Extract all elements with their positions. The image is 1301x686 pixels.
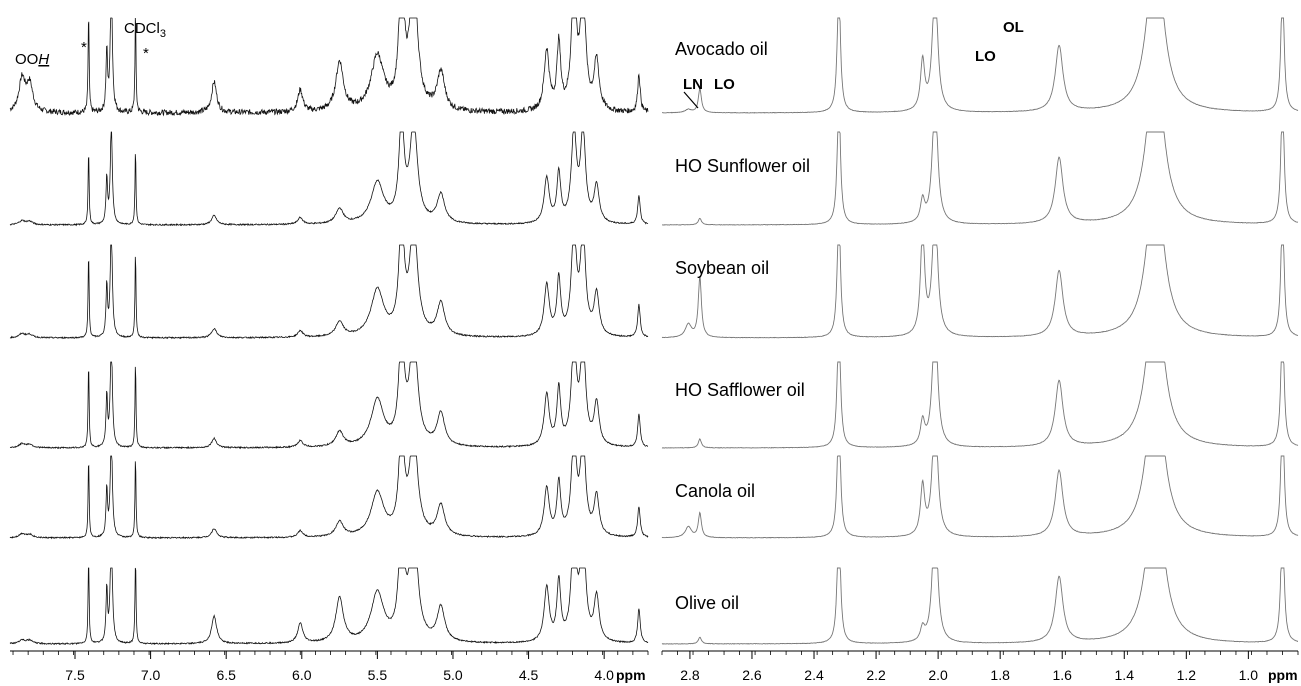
oil-label-ho-sunflower: HO Sunflower oil <box>675 156 810 176</box>
right-x-axis-label: ppm <box>1268 667 1298 683</box>
right-spectrum-trace <box>662 17 1299 114</box>
x-axis-tick-label: 2.8 <box>680 667 700 683</box>
annotation-ooh: OOH <box>15 51 49 68</box>
annotation-ooh-prefix: OO <box>15 51 38 68</box>
annotation-ln: LN <box>683 76 703 93</box>
left-x-axis-ticks: 7.5 7.0 6.5 6.0 5.5 5.0 4.5 4.0 <box>12 651 649 683</box>
x-axis-tick-label: 2.6 <box>742 667 762 683</box>
x-axis-tick-label: 7.0 <box>141 667 161 683</box>
annotation-ooh-h: H <box>38 51 49 68</box>
x-axis-tick-label: 2.2 <box>866 667 886 683</box>
left-spectrum-trace <box>9 567 649 646</box>
right-spectrum-trace <box>661 244 1299 339</box>
left-spectrum-trace <box>9 455 649 540</box>
oil-label-avocado: Avocado oil <box>675 39 768 59</box>
x-axis-tick-label: 1.2 <box>1177 667 1197 683</box>
x-axis-tick-label: 1.6 <box>1052 667 1072 683</box>
left-spectrum-trace <box>9 244 649 340</box>
left-spectrum-trace <box>9 131 649 227</box>
right-spectrum-trace <box>662 131 1299 226</box>
annotation-ol: OL <box>1003 19 1024 36</box>
annotation-lo-277: LO <box>714 76 735 93</box>
right-spectra-panel: 2.8 2.6 2.4 2.2 2.0 1.8 1.6 1.4 1.2 1.0 ppm Avoca… <box>661 17 1299 683</box>
left-spectra-traces <box>9 17 649 646</box>
annotation-cdcl3-base: CDCl <box>124 20 160 37</box>
annotation-star-1: * <box>81 39 87 56</box>
annotation-ln-pointer <box>683 91 699 109</box>
right-spectrum-trace <box>661 361 1299 449</box>
x-axis-tick-label: 1.0 <box>1239 667 1259 683</box>
right-spectrum-trace <box>661 455 1299 539</box>
x-axis-tick-label: 6.0 <box>292 667 312 683</box>
oil-label-soybean: Soybean oil <box>675 258 769 278</box>
x-axis-tick-label: 5.5 <box>368 667 388 683</box>
x-axis-tick-label: 6.5 <box>216 667 236 683</box>
x-axis-tick-label: 4.0 <box>594 667 614 683</box>
x-axis-tick-label: 7.5 <box>65 667 85 683</box>
oil-labels: Avocado oil HO Sunflower oil Soybean oil… <box>675 39 810 613</box>
x-axis-tick-label: 1.4 <box>1115 667 1135 683</box>
x-axis-tick-label: 2.4 <box>804 667 824 683</box>
x-axis-tick-label: 2.0 <box>928 667 948 683</box>
left-spectrum-trace <box>9 17 649 117</box>
right-spectra-traces <box>661 17 1299 645</box>
left-x-axis-label: ppm <box>616 667 646 683</box>
x-axis-tick-label: 1.8 <box>990 667 1010 683</box>
oil-label-canola: Canola oil <box>675 481 755 501</box>
right-spectrum-trace <box>661 567 1298 645</box>
annotation-lo-205: LO <box>975 48 996 65</box>
left-spectra-panel: 7.5 7.0 6.5 6.0 5.5 5.0 4.5 4.0 ppm OOH * * CDC… <box>9 17 649 683</box>
annotation-cdcl3-subscript: 3 <box>160 28 166 40</box>
right-x-axis-ticks: 2.8 2.6 2.4 2.2 2.0 1.8 1.6 1.4 1.2 1.0 <box>661 651 1299 683</box>
left-spectrum-trace <box>9 361 649 450</box>
x-axis-tick-label: 4.5 <box>519 667 539 683</box>
oil-label-olive: Olive oil <box>675 593 739 613</box>
annotation-cdcl3: CDCl3 <box>124 20 166 40</box>
x-axis-tick-label: 5.0 <box>443 667 463 683</box>
oil-label-ho-safflower: HO Safflower oil <box>675 380 805 400</box>
annotation-star-2: * <box>143 45 149 62</box>
